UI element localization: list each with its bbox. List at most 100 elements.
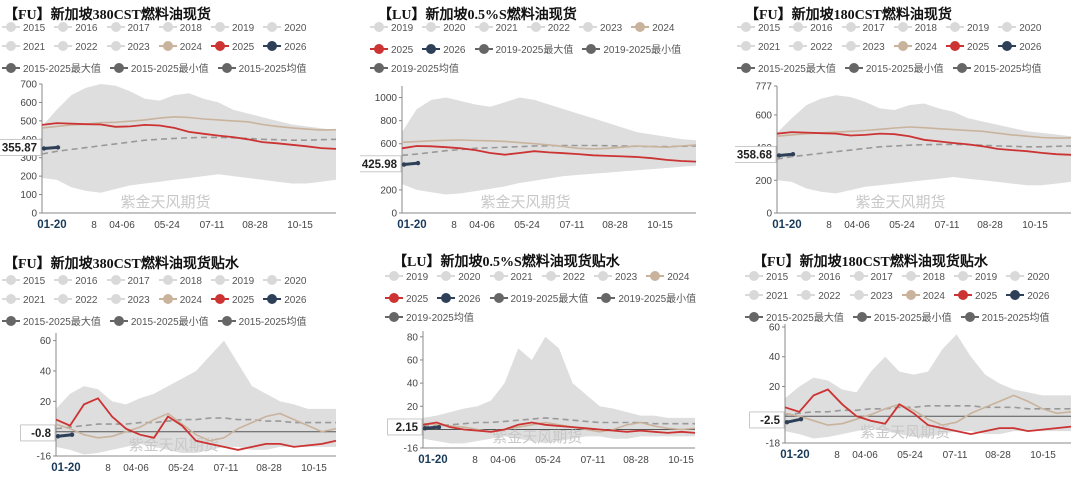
legend-item-2015-2025[interactable]: 2015-2025最小值 <box>109 60 209 75</box>
legend-item-2016[interactable]: 2016 <box>789 22 833 34</box>
legend-item-2020[interactable]: 2020 <box>437 271 481 283</box>
legend-swatch <box>54 275 73 285</box>
legend-item-2022[interactable]: 2022 <box>797 290 841 302</box>
legend-item-2017[interactable]: 2017 <box>106 275 150 287</box>
legend-item-2023[interactable]: 2023 <box>849 290 893 302</box>
legend-item-2016[interactable]: 2016 <box>54 275 98 287</box>
y-tick-label: -18 <box>766 439 781 450</box>
legend-item-2015[interactable]: 2015 <box>737 22 780 34</box>
legend-item-2025[interactable]: 2025 <box>211 41 254 53</box>
legend-item-2017[interactable]: 2017 <box>841 22 885 34</box>
legend-item-2026[interactable]: 2026 <box>422 44 466 56</box>
legend-item-2026[interactable]: 2026 <box>263 41 307 53</box>
legend-item-2025[interactable]: 2025 <box>946 41 989 53</box>
legend-item-2019-2025[interactable]: 2019-2025最小值 <box>582 41 681 56</box>
x-tick-label: 05-24 <box>897 450 923 461</box>
legend-item-2026[interactable]: 2026 <box>263 294 307 306</box>
legend-item-2019-2025[interactable]: 2019-2025最大值 <box>474 41 573 56</box>
legend-item-2016[interactable]: 2016 <box>797 271 841 283</box>
legend-item-2026[interactable]: 2026 <box>998 41 1042 53</box>
legend-item-2022[interactable]: 2022 <box>54 41 98 53</box>
legend-swatch <box>422 44 441 54</box>
legend-item-2015-2025[interactable]: 2015-2025最小值 <box>852 309 952 324</box>
legend-swatch <box>844 63 863 73</box>
legend-item-2024[interactable]: 2024 <box>158 294 202 306</box>
legend-item-2018[interactable]: 2018 <box>893 22 937 34</box>
legend-item-2015[interactable]: 2015 <box>745 271 788 283</box>
legend-swatch <box>582 44 601 54</box>
legend-item-2019-2025[interactable]: 2019-2025最大值 <box>489 290 589 305</box>
legend-item-2020[interactable]: 2020 <box>263 275 307 287</box>
legend-item-2017[interactable]: 2017 <box>106 22 150 34</box>
legend-item-2025[interactable]: 2025 <box>954 290 997 302</box>
legend-item-2019-2025[interactable]: 2019-2025均值 <box>370 60 459 75</box>
legend-item-2015-2025[interactable]: 2015-2025最大值 <box>745 309 844 324</box>
y-tick-label: 500 <box>20 116 37 127</box>
legend-item-2021[interactable]: 2021 <box>474 22 518 34</box>
legend-item-2015[interactable]: 2015 <box>2 22 45 34</box>
legend-item-2015-2025[interactable]: 2015-2025最小值 <box>844 60 944 75</box>
legend-item-2020[interactable]: 2020 <box>422 22 466 34</box>
legend-item-2022[interactable]: 2022 <box>526 22 570 34</box>
legend-item-2015-2025[interactable]: 2015-2025均值 <box>217 60 306 75</box>
legend-item-2021[interactable]: 2021 <box>2 294 45 306</box>
legend-item-2018[interactable]: 2018 <box>901 271 945 283</box>
legend-item-2022[interactable]: 2022 <box>541 271 585 283</box>
legend-item-2025[interactable]: 2025 <box>385 293 428 305</box>
legend-item-2021[interactable]: 2021 <box>2 41 45 53</box>
legend-item-2023[interactable]: 2023 <box>106 294 150 306</box>
legend-item-2021[interactable]: 2021 <box>745 290 788 302</box>
legend-label: 2015 <box>758 23 781 34</box>
legend-item-2024[interactable]: 2024 <box>158 41 202 53</box>
legend-item-2015-2025[interactable]: 2015-2025均值 <box>217 313 306 328</box>
legend-item-2019[interactable]: 2019 <box>211 22 254 34</box>
legend-item-2015-2025[interactable]: 2015-2025均值 <box>952 60 1041 75</box>
legend-swatch <box>2 316 20 326</box>
legend-item-2022[interactable]: 2022 <box>54 294 98 306</box>
legend-label: 2017 <box>127 23 150 34</box>
legend-item-2015-2025[interactable]: 2015-2025最大值 <box>737 60 836 75</box>
legend-item-2023[interactable]: 2023 <box>106 41 150 53</box>
legend-item-2018[interactable]: 2018 <box>158 22 202 34</box>
legend-item-2021[interactable]: 2021 <box>737 41 780 53</box>
legend-item-2015-2025[interactable]: 2015-2025最大值 <box>2 60 101 75</box>
x-tick-label: 04-06 <box>123 463 149 474</box>
legend-item-2019[interactable]: 2019 <box>370 22 413 34</box>
legend-label: 2019-2025最大值 <box>510 294 589 305</box>
chart-panel-fu180-spot: 【FU】新加坡180CST燃料油现货 2015 2016 2017 2018 2019 2… <box>735 0 1080 236</box>
legend-item-2019[interactable]: 2019 <box>211 275 254 287</box>
legend-item-2025[interactable]: 2025 <box>211 294 254 306</box>
legend-item-2024[interactable]: 2024 <box>893 41 937 53</box>
legend-item-2025[interactable]: 2025 <box>370 44 413 56</box>
legend-item-2015-2025[interactable]: 2015-2025均值 <box>960 309 1049 324</box>
legend-item-2026[interactable]: 2026 <box>437 293 481 305</box>
legend-item-2015[interactable]: 2015 <box>2 275 45 287</box>
legend-swatch <box>489 293 508 303</box>
legend-swatch <box>737 22 755 32</box>
legend-item-2019-2025[interactable]: 2019-2025均值 <box>385 309 474 324</box>
legend-item-2017[interactable]: 2017 <box>849 271 893 283</box>
legend-label: 2017 <box>862 23 885 34</box>
legend-item-2021[interactable]: 2021 <box>489 271 533 283</box>
legend-item-2024[interactable]: 2024 <box>901 290 945 302</box>
legend-item-2019[interactable]: 2019 <box>946 22 989 34</box>
legend-item-2015-2025[interactable]: 2015-2025最小值 <box>109 313 209 328</box>
legend-item-2023[interactable]: 2023 <box>841 41 885 53</box>
series-line-mean <box>55 417 336 430</box>
legend-item-2024[interactable]: 2024 <box>646 271 690 283</box>
legend-item-2020[interactable]: 2020 <box>1006 271 1050 283</box>
legend-item-2019[interactable]: 2019 <box>385 271 428 283</box>
legend-item-2015-2025[interactable]: 2015-2025最大值 <box>2 313 101 328</box>
legend-item-2022[interactable]: 2022 <box>789 41 833 53</box>
legend-item-2016[interactable]: 2016 <box>54 22 98 34</box>
legend-item-2020[interactable]: 2020 <box>998 22 1042 34</box>
legend-item-2023[interactable]: 2023 <box>594 271 637 283</box>
legend-item-2026[interactable]: 2026 <box>1006 290 1050 302</box>
legend-item-2020[interactable]: 2020 <box>263 22 307 34</box>
legend-item-2018[interactable]: 2018 <box>158 275 202 287</box>
legend-item-2024[interactable]: 2024 <box>631 22 675 34</box>
legend-item-2019[interactable]: 2019 <box>954 271 997 283</box>
legend-item-2019-2025[interactable]: 2019-2025最小值 <box>597 290 696 305</box>
legend-item-2023[interactable]: 2023 <box>579 22 622 34</box>
legend-swatch <box>998 22 1017 32</box>
